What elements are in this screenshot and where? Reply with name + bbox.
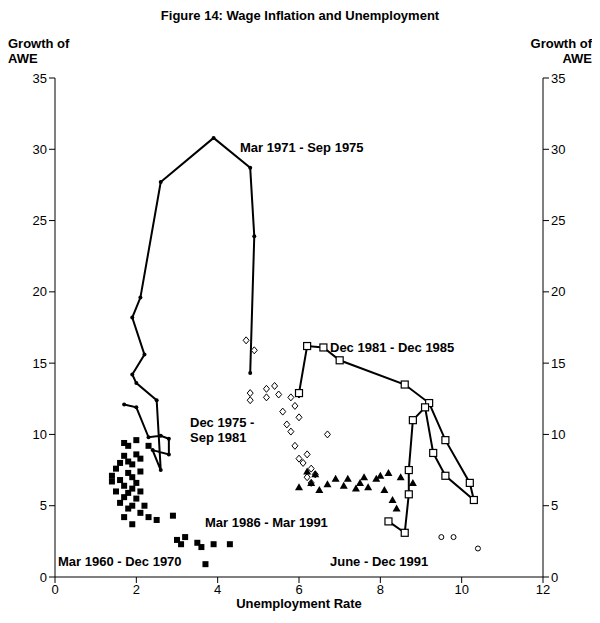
- svg-text:10: 10: [551, 427, 565, 442]
- html-text:Mar 1971 - Sep 1975: Mar 1971 - Sep 1975: [240, 140, 364, 155]
- html-text:Unemployment Rate: Unemployment Rate: [236, 596, 362, 611]
- svg-text:6: 6: [295, 582, 302, 597]
- html-text:Mar 1986 - Mar 1991: Mar 1986 - Mar 1991: [205, 515, 328, 530]
- svg-text:15: 15: [33, 356, 47, 371]
- svg-text:30: 30: [551, 142, 565, 157]
- svg-text:0: 0: [51, 582, 58, 597]
- html-text:Mar 1960 - Dec 1970: Mar 1960 - Dec 1970: [58, 554, 182, 569]
- html-text:Growth of AWE: Growth of AWE: [530, 36, 592, 66]
- svg-text:10: 10: [454, 582, 468, 597]
- svg-text:35: 35: [33, 71, 47, 86]
- svg-text:8: 8: [377, 582, 384, 597]
- svg-text:20: 20: [551, 284, 565, 299]
- svg-text:30: 30: [33, 142, 47, 157]
- svg-text:12: 12: [536, 582, 550, 597]
- svg-text:5: 5: [40, 498, 47, 513]
- html-text:Figure 14: Wage Inflation and: Figure 14: Wage Inflation and Unemployme…: [160, 8, 440, 23]
- svg-text:5: 5: [551, 498, 558, 513]
- html-text:June - Dec 1991: June - Dec 1991: [330, 554, 429, 569]
- svg-text:25: 25: [551, 213, 565, 228]
- svg-text:2: 2: [133, 582, 140, 597]
- svg-text:20: 20: [33, 284, 47, 299]
- svg-text:10: 10: [33, 427, 47, 442]
- svg-text:0: 0: [40, 570, 47, 585]
- html-text:Growth of AWE: Growth of AWE: [8, 36, 70, 66]
- svg-text:35: 35: [551, 71, 565, 86]
- html-text:Dec 1975 - Sep 1981: Dec 1975 - Sep 1981: [190, 415, 255, 445]
- svg-text:4: 4: [214, 582, 221, 597]
- html-text:Dec 1981 - Dec 1985: Dec 1981 - Dec 1985: [330, 340, 455, 355]
- svg-text:15: 15: [551, 356, 565, 371]
- svg-text:25: 25: [33, 213, 47, 228]
- svg-text:0: 0: [551, 570, 558, 585]
